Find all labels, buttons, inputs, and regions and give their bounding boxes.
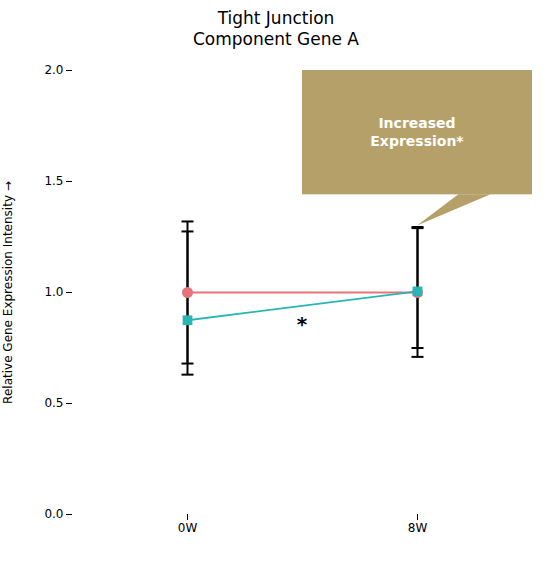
svg-text:*: *	[297, 312, 308, 336]
svg-text:0W: 0W	[178, 521, 198, 535]
svg-text:1.0: 1.0	[44, 285, 63, 299]
html-text:Tight Junction Component Gene: Tight Junction Component Gene A	[193, 8, 359, 49]
svg-text:8W: 8W	[408, 521, 428, 535]
svg-text:IncreasedExpression*: IncreasedExpression*	[370, 115, 464, 149]
svg-text:Relative Gene Expression Inten: Relative Gene Expression Intensity →	[1, 181, 15, 404]
svg-text:2.0: 2.0	[44, 63, 63, 77]
svg-text:0.0: 0.0	[44, 507, 63, 521]
svg-text:1.5: 1.5	[44, 174, 63, 188]
svg-text:0.5: 0.5	[44, 396, 63, 410]
